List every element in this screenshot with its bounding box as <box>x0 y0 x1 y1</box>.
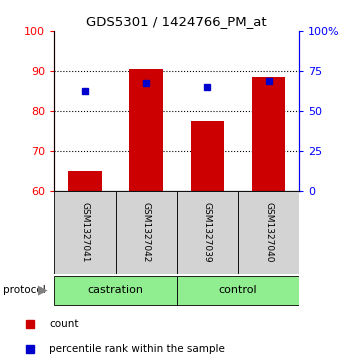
Bar <box>238 191 299 274</box>
Text: GSM1327040: GSM1327040 <box>264 202 273 262</box>
Bar <box>190 121 224 191</box>
Text: GSM1327041: GSM1327041 <box>80 202 89 262</box>
Bar <box>54 276 177 305</box>
Bar <box>177 276 299 305</box>
Text: GSM1327039: GSM1327039 <box>203 202 212 263</box>
Bar <box>177 191 238 274</box>
Text: percentile rank within the sample: percentile rank within the sample <box>49 344 225 354</box>
Title: GDS5301 / 1424766_PM_at: GDS5301 / 1424766_PM_at <box>86 15 267 28</box>
Bar <box>68 171 102 191</box>
Text: GSM1327042: GSM1327042 <box>142 202 150 262</box>
Text: control: control <box>219 285 257 295</box>
Bar <box>129 69 163 191</box>
Text: castration: castration <box>88 285 144 295</box>
Bar <box>116 191 177 274</box>
Text: protocol: protocol <box>4 285 46 295</box>
Text: count: count <box>49 319 78 329</box>
Bar <box>54 191 116 274</box>
Bar <box>252 77 286 191</box>
Text: ▶: ▶ <box>38 284 47 297</box>
